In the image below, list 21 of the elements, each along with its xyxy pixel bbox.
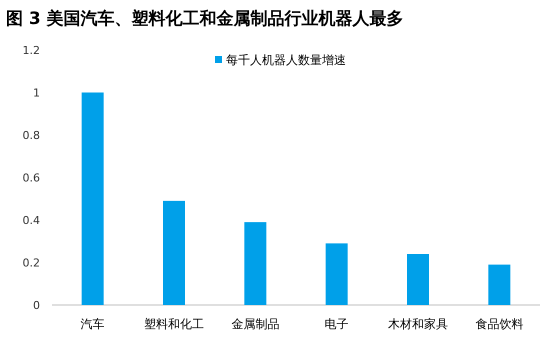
bar bbox=[163, 200, 185, 305]
x-tick-label: 金属制品 bbox=[231, 317, 280, 331]
y-tick-label: 0 bbox=[33, 299, 40, 312]
bar bbox=[488, 264, 510, 305]
bar bbox=[244, 222, 266, 305]
x-tick-label: 汽车 bbox=[80, 317, 105, 331]
x-tick-label: 木材和家具 bbox=[388, 317, 448, 331]
x-tick-label: 塑料和化工 bbox=[144, 317, 204, 331]
y-tick-label: 0.8 bbox=[22, 129, 40, 142]
bar bbox=[326, 243, 348, 305]
y-tick-label: 0.6 bbox=[22, 172, 40, 184]
chart-title: 图 3 美国汽车、塑料化工和金属制品行业机器人最多 bbox=[6, 8, 404, 29]
y-tick-label: 1 bbox=[33, 86, 40, 100]
x-tick-label: 电子 bbox=[324, 317, 349, 331]
y-tick-label: 0.2 bbox=[22, 256, 40, 270]
y-tick-label: 1.2 bbox=[22, 44, 40, 57]
x-tick-label: 食品饮料 bbox=[475, 317, 524, 331]
bar bbox=[82, 92, 104, 305]
y-tick-label: 0.4 bbox=[22, 214, 40, 227]
legend-label: 每千人机器人数量增速 bbox=[226, 53, 346, 67]
bar bbox=[407, 254, 429, 305]
